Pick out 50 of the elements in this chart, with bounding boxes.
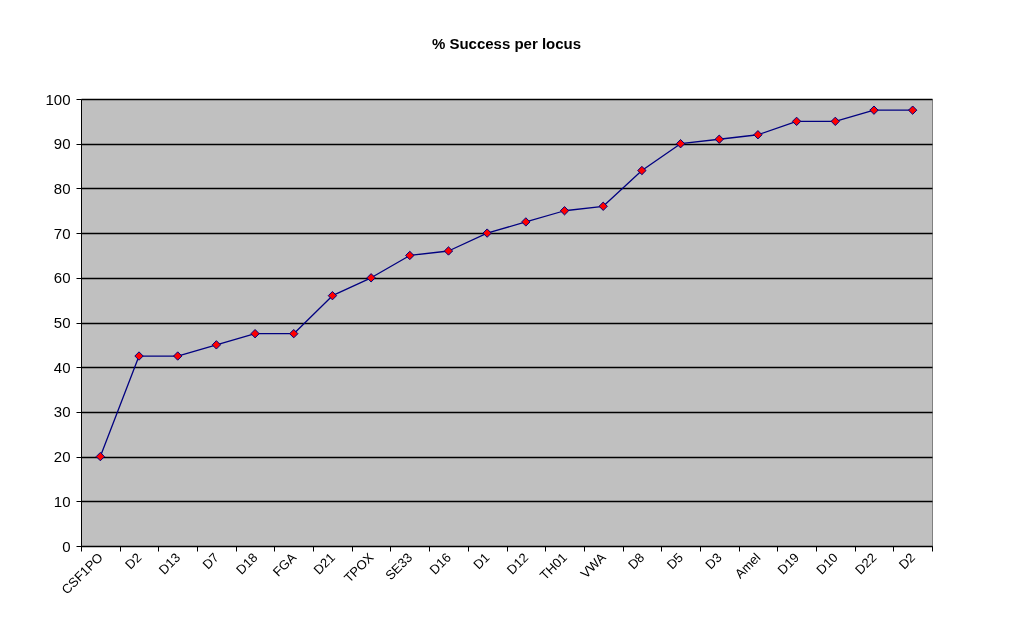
point <box>134 351 144 361</box>
y-tick-label: 60 <box>53 269 71 287</box>
point <box>869 105 879 115</box>
point <box>907 105 918 115</box>
y-tick-label: 0 <box>62 537 71 555</box>
y-tick-label: 100 <box>45 90 71 108</box>
point <box>791 116 802 127</box>
chart-title: % Success per locus <box>431 35 582 52</box>
y-tick-label: 90 <box>53 135 71 153</box>
y-tick-label: 20 <box>53 448 71 466</box>
point <box>211 340 222 350</box>
point <box>521 217 531 227</box>
point <box>559 206 570 216</box>
x-tick-label: D16 <box>426 549 454 578</box>
y-tick-label: 30 <box>53 403 71 421</box>
point <box>637 165 647 176</box>
x-tick-label: D12 <box>503 549 532 578</box>
x-tick-label: D18 <box>233 549 261 578</box>
x-tick-label: D10 <box>813 549 841 578</box>
y-tick-label: 10 <box>53 492 71 510</box>
x-tick-label: D1 <box>470 549 493 573</box>
point <box>598 201 608 211</box>
point <box>366 273 376 283</box>
x-tick-label: D19 <box>774 549 803 578</box>
x-tick-label: FGA <box>269 549 300 580</box>
x-tick-label: D13 <box>155 549 184 578</box>
x-tick-label: D22 <box>851 549 880 578</box>
point <box>443 246 454 256</box>
y-tick-label: 70 <box>53 224 71 242</box>
point <box>753 130 763 140</box>
x-tick-label: D2 <box>122 549 145 573</box>
x-tick-label: D3 <box>702 549 725 573</box>
point <box>482 228 492 238</box>
y-tick-label: 50 <box>53 314 71 331</box>
x-tick-label: D5 <box>663 549 687 573</box>
point <box>830 116 840 127</box>
point <box>327 291 338 301</box>
point <box>173 351 183 361</box>
y-tick-label: 40 <box>53 358 71 376</box>
point <box>95 451 106 462</box>
x-tick-label: D2 <box>895 549 919 573</box>
y-tick-label: 80 <box>53 179 71 197</box>
point <box>714 134 724 144</box>
point <box>250 328 260 339</box>
point <box>675 139 686 149</box>
point <box>405 250 415 261</box>
x-tick-label: D7 <box>199 549 222 573</box>
point <box>289 328 299 339</box>
x-tick-label: D8 <box>624 549 648 573</box>
x-tick-label: D21 <box>310 549 338 578</box>
